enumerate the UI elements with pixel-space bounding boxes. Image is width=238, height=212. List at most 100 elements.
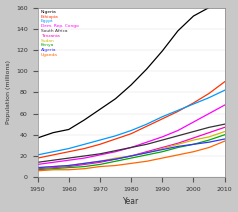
Algeria [99, 160, 101, 163]
Egypt [176, 109, 179, 112]
Dem. Rep. Congo [145, 141, 148, 144]
Nigeria [99, 108, 101, 111]
South Africa [67, 157, 70, 159]
Nigeria [161, 50, 164, 52]
Tanzania [52, 166, 55, 169]
Algeria [176, 145, 179, 148]
Uganda [223, 140, 226, 142]
Sudan [192, 139, 195, 141]
Tanzania [223, 126, 226, 129]
Nigeria [130, 84, 133, 86]
Tanzania [99, 161, 101, 164]
Sudan [52, 165, 55, 168]
Nigeria [52, 131, 55, 134]
Line: Kenya: Kenya [38, 135, 225, 170]
Tanzania [145, 151, 148, 153]
Sudan [99, 160, 101, 163]
Legend: Nigeria, Ethiopia, Egypt, Dem. Rep. Congo, South Africa, Tanzania, Sudan, Kenya,: Nigeria, Ethiopia, Egypt, Dem. Rep. Cong… [39, 9, 79, 58]
Ethiopia [83, 147, 86, 150]
Sudan [130, 155, 133, 157]
Line: Tanzania: Tanzania [38, 127, 225, 169]
Nigeria [192, 15, 195, 17]
Dem. Rep. Congo [176, 129, 179, 132]
Algeria [223, 138, 226, 140]
Algeria [36, 166, 39, 169]
Algeria [208, 141, 210, 144]
Uganda [161, 157, 164, 159]
Dem. Rep. Congo [130, 146, 133, 149]
Sudan [161, 147, 164, 150]
Kenya [208, 139, 210, 141]
Tanzania [130, 155, 133, 157]
Egypt [145, 123, 148, 126]
Nigeria [114, 98, 117, 100]
Algeria [161, 148, 164, 151]
Nigeria [67, 128, 70, 131]
Tanzania [176, 142, 179, 145]
Ethiopia [161, 118, 164, 120]
Dem. Rep. Congo [99, 154, 101, 156]
Egypt [99, 139, 101, 141]
Ethiopia [176, 110, 179, 113]
Egypt [67, 147, 70, 150]
Uganda [36, 170, 39, 172]
Line: Sudan: Sudan [38, 132, 225, 168]
Uganda [208, 146, 210, 149]
Algeria [145, 152, 148, 154]
Egypt [52, 151, 55, 153]
Dem. Rep. Congo [67, 159, 70, 162]
Line: Nigeria: Nigeria [38, 8, 225, 138]
Sudan [145, 152, 148, 154]
Tanzania [192, 137, 195, 139]
Algeria [130, 155, 133, 157]
Kenya [114, 160, 117, 163]
Ethiopia [114, 138, 117, 140]
Nigeria [176, 30, 179, 32]
Dem. Rep. Congo [114, 151, 117, 153]
Kenya [223, 134, 226, 136]
Kenya [36, 169, 39, 171]
Egypt [130, 129, 133, 132]
Sudan [208, 136, 210, 138]
South Africa [208, 126, 210, 129]
Ethiopia [130, 132, 133, 135]
Algeria [52, 165, 55, 168]
Line: Algeria: Algeria [38, 139, 225, 168]
Dem. Rep. Congo [161, 136, 164, 138]
Tanzania [114, 158, 117, 160]
Uganda [52, 169, 55, 171]
Kenya [83, 165, 86, 168]
Nigeria [145, 68, 148, 70]
Tanzania [161, 146, 164, 149]
Line: South Africa: South Africa [38, 124, 225, 162]
Egypt [114, 135, 117, 137]
Uganda [67, 169, 70, 171]
Ethiopia [192, 102, 195, 104]
South Africa [83, 155, 86, 157]
Uganda [192, 151, 195, 153]
X-axis label: Year: Year [123, 197, 139, 206]
Sudan [36, 166, 39, 169]
Sudan [223, 130, 226, 133]
Uganda [114, 164, 117, 167]
Dem. Rep. Congo [83, 157, 86, 159]
Dem. Rep. Congo [192, 121, 195, 123]
Egypt [83, 143, 86, 146]
Dem. Rep. Congo [36, 163, 39, 166]
Line: Egypt: Egypt [38, 90, 225, 155]
Egypt [161, 116, 164, 118]
Egypt [36, 154, 39, 156]
Kenya [161, 151, 164, 153]
Uganda [99, 165, 101, 168]
South Africa [176, 135, 179, 137]
Nigeria [208, 6, 210, 9]
South Africa [223, 123, 226, 126]
Dem. Rep. Congo [223, 104, 226, 106]
Kenya [176, 146, 179, 149]
Kenya [99, 163, 101, 166]
Tanzania [208, 131, 210, 134]
Algeria [67, 164, 70, 167]
Kenya [52, 167, 55, 170]
Ethiopia [208, 92, 210, 95]
Kenya [130, 157, 133, 159]
